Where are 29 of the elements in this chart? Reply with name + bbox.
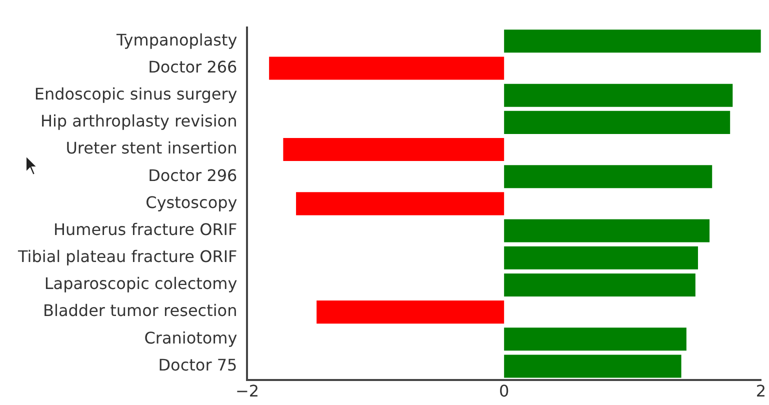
bar — [504, 273, 696, 296]
y-tick-label: Tympanoplasty — [116, 30, 238, 50]
bar — [504, 165, 712, 188]
bar — [296, 192, 504, 216]
bar — [504, 219, 710, 242]
bar — [504, 110, 730, 134]
x-tick-label: 0 — [498, 382, 510, 401]
y-tick-label: Doctor 266 — [148, 57, 238, 76]
x-tick-label: −2 — [235, 382, 260, 401]
y-tick-label: Cystoscopy — [146, 192, 238, 212]
y-tick-label: Doctor 75 — [158, 355, 238, 374]
y-tick-label: Hip arthroplasty revision — [40, 112, 238, 131]
bar — [504, 354, 682, 378]
y-tick-label: Humerus fracture ORIF — [53, 220, 238, 239]
y-tick-label: Bladder tumor resection — [43, 301, 238, 320]
bar — [269, 56, 504, 80]
y-tick-label: Craniotomy — [144, 328, 238, 348]
y-tick-label: Doctor 296 — [148, 166, 238, 185]
bar — [316, 300, 504, 324]
x-tick-label: 2 — [756, 382, 766, 401]
bar — [504, 84, 733, 107]
bar — [283, 138, 504, 162]
y-tick-label: Laparoscopic colectomy — [44, 274, 238, 294]
bar — [504, 246, 698, 270]
y-tick-label: Tibial plateau fracture ORIF — [17, 247, 238, 266]
bar — [504, 328, 686, 351]
bar — [504, 30, 761, 53]
y-tick-label: Ureter stent insertion — [66, 138, 238, 158]
y-tick-label: Endoscopic sinus surgery — [34, 84, 238, 104]
